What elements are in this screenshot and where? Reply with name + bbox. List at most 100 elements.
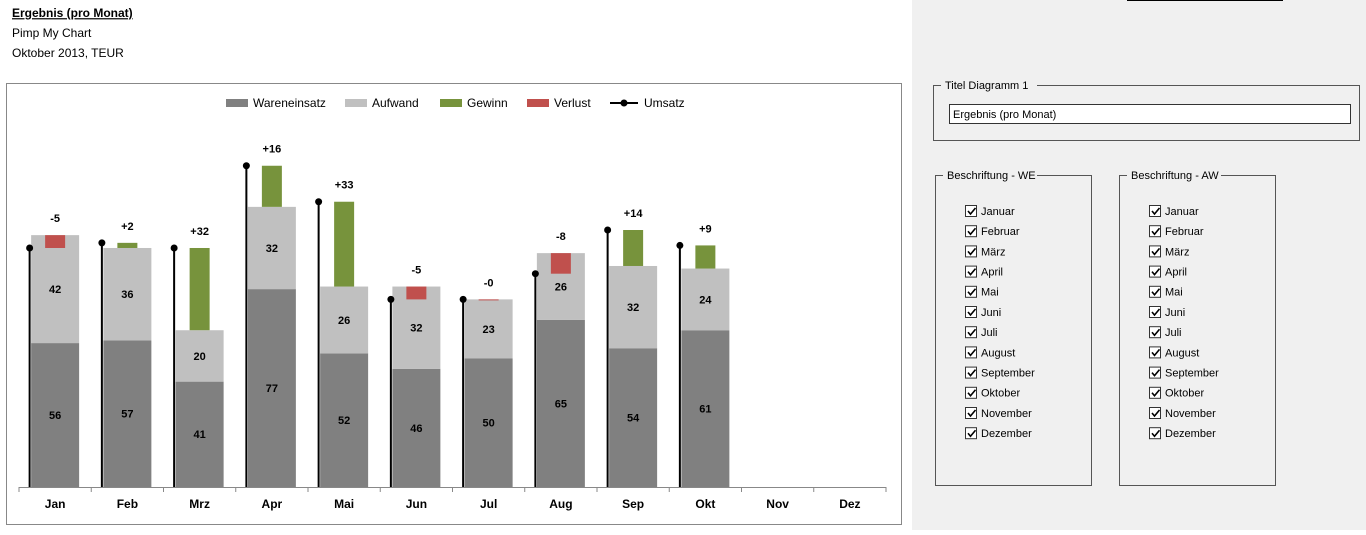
- profit-segment: [261, 165, 282, 207]
- checkbox[interactable]: [965, 245, 977, 258]
- checkbox[interactable]: [965, 306, 977, 318]
- check-mark: [1151, 227, 1161, 236]
- x-tick-label: Mai: [334, 497, 354, 511]
- checkbox[interactable]: [965, 366, 977, 379]
- subtitle: Pimp My Chart: [12, 26, 92, 40]
- checkbox[interactable]: [965, 285, 977, 298]
- checkbox-label[interactable]: April: [981, 267, 1003, 279]
- loss-segment: [406, 286, 427, 300]
- checkbox[interactable]: [965, 386, 977, 399]
- x-tick-label: Nov: [766, 497, 789, 511]
- checkbox-label[interactable]: August: [981, 347, 1015, 359]
- check-mark: [1151, 369, 1161, 377]
- checkbox-label[interactable]: Mai: [981, 287, 999, 299]
- checkbox[interactable]: [965, 326, 977, 339]
- check-mark: [967, 227, 977, 236]
- bar-segment: [31, 235, 80, 344]
- x-tick-label: Apr: [262, 497, 283, 511]
- segment-label: 41: [194, 429, 206, 441]
- bar-segment: [392, 286, 441, 369]
- umsatz-dot: [387, 295, 395, 303]
- legend-label: Gewinn: [467, 96, 508, 110]
- checkbox-label[interactable]: Mai: [1165, 287, 1183, 299]
- checkbox[interactable]: [965, 346, 977, 359]
- segment-label: 26: [338, 315, 350, 327]
- checkbox-label[interactable]: Juli: [981, 327, 998, 339]
- title-textbox-text[interactable]: Ergebnis (pro Monat): [953, 109, 1056, 121]
- check-mark: [967, 288, 977, 297]
- check-mark: [1151, 328, 1161, 337]
- checkbox[interactable]: [1149, 346, 1161, 359]
- checkbox[interactable]: [1149, 326, 1161, 339]
- checkbox-label[interactable]: Februar: [1165, 226, 1204, 238]
- checkbox-label[interactable]: April: [1165, 267, 1187, 279]
- check-mark: [1151, 429, 1161, 438]
- checkbox-label[interactable]: Dezember: [1165, 428, 1216, 440]
- result-label: +14: [624, 208, 644, 220]
- checkbox[interactable]: [1149, 245, 1161, 258]
- title-textbox[interactable]: [949, 104, 1351, 124]
- x-tick-label: Sep: [622, 497, 644, 511]
- segment-label: 23: [483, 324, 495, 336]
- checkbox[interactable]: [1149, 306, 1161, 318]
- bar-segment: [175, 381, 224, 487]
- group-label: Titel Diagramm 1: [945, 80, 1028, 92]
- checkbox-label[interactable]: Oktober: [1165, 388, 1204, 400]
- legend-swatch: [226, 99, 248, 107]
- checkbox-label[interactable]: Juni: [1165, 307, 1185, 319]
- legend-label: Umsatz: [644, 96, 685, 110]
- bar-segment: [31, 343, 80, 487]
- x-tick-label: Dez: [839, 497, 860, 511]
- checkbox[interactable]: [1149, 427, 1161, 440]
- check-mark: [967, 348, 977, 357]
- checkbox[interactable]: [1149, 366, 1161, 379]
- checkbox-label[interactable]: September: [981, 368, 1035, 380]
- checkbox[interactable]: [1149, 205, 1161, 217]
- checkbox-label[interactable]: Januar: [1165, 206, 1199, 218]
- check-mark: [967, 268, 977, 276]
- check-mark: [967, 207, 977, 216]
- loss-segment: [478, 299, 499, 301]
- checkbox[interactable]: [965, 407, 977, 419]
- bar-segment: [247, 289, 296, 487]
- bar-segment: [609, 348, 658, 487]
- segment-label: 50: [483, 418, 495, 430]
- checkbox-label[interactable]: März: [981, 246, 1005, 258]
- umsatz-dot: [315, 198, 323, 206]
- bar-segment: [320, 353, 369, 487]
- checkbox[interactable]: [1149, 265, 1161, 278]
- checkbox[interactable]: [1149, 386, 1161, 399]
- group-label: Beschriftung - AW: [1131, 170, 1219, 182]
- bar-segment: [392, 368, 441, 487]
- checkbox-label[interactable]: August: [1165, 347, 1199, 359]
- checkbox-label[interactable]: November: [981, 408, 1032, 420]
- checkbox-label[interactable]: Dezember: [981, 428, 1032, 440]
- checkbox-label[interactable]: Januar: [981, 206, 1015, 218]
- checkbox[interactable]: [965, 427, 977, 440]
- checkbox[interactable]: [965, 225, 977, 238]
- checkbox-label[interactable]: Oktober: [981, 388, 1020, 400]
- profit-segment: [117, 242, 138, 248]
- checkbox-label[interactable]: März: [1165, 246, 1189, 258]
- checkbox-label[interactable]: November: [1165, 408, 1216, 420]
- umsatz-dot: [531, 270, 539, 278]
- x-tick-label: Okt: [695, 497, 715, 511]
- checkbox[interactable]: [1149, 285, 1161, 298]
- group-label: Beschriftung - WE: [947, 170, 1036, 182]
- title: Ergebnis (pro Monat): [12, 6, 133, 20]
- result-label: +9: [699, 223, 712, 235]
- check-mark: [967, 389, 977, 398]
- checkbox-label[interactable]: Juli: [1165, 327, 1182, 339]
- segment-label: 57: [121, 409, 133, 421]
- legend-label: Aufwand: [372, 96, 419, 110]
- checkbox[interactable]: [1149, 407, 1161, 419]
- checkbox[interactable]: [965, 265, 977, 278]
- checkbox-label[interactable]: Juni: [981, 307, 1001, 319]
- checkbox[interactable]: [965, 205, 977, 217]
- check-mark: [1151, 308, 1161, 317]
- checkbox-label[interactable]: Februar: [981, 226, 1020, 238]
- x-tick-label: Mrz: [189, 497, 210, 511]
- checkbox[interactable]: [1149, 225, 1161, 238]
- segment-label: 56: [49, 410, 61, 422]
- checkbox-label[interactable]: September: [1165, 368, 1219, 380]
